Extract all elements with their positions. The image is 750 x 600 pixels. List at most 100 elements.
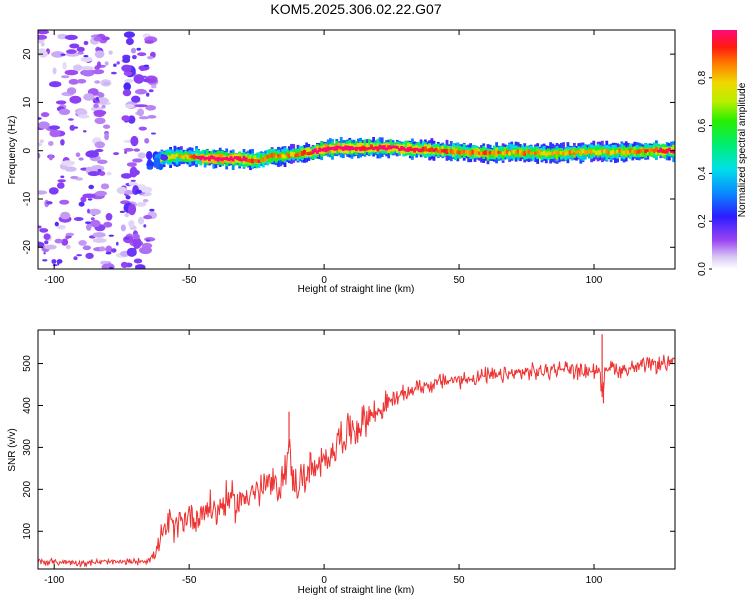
noise-blob [124, 189, 133, 195]
snr-series [38, 334, 675, 568]
ridge-cell [283, 154, 287, 159]
noise-core [116, 241, 119, 246]
y-tick-label: 200 [22, 481, 33, 498]
noise-blob [123, 235, 134, 244]
noise-core [73, 256, 78, 261]
ridge-cell [495, 150, 498, 156]
ridge-cell [540, 152, 544, 156]
ridge-cell [197, 156, 200, 159]
ridge-cell [488, 151, 492, 155]
snr-x-label: Height of straight line (km) [298, 585, 415, 596]
ridge-cell [614, 151, 617, 155]
x-tick-label: -100 [44, 275, 64, 286]
noise-blob [52, 67, 57, 75]
noise-column-blob [133, 74, 145, 84]
noise-blob [144, 138, 150, 144]
noise-blob [151, 84, 157, 89]
noise-blob [137, 152, 146, 159]
ridge-cell [214, 157, 218, 161]
noise-column-blob [127, 115, 136, 124]
noise-blob [73, 217, 84, 221]
ridge-cell [238, 156, 242, 162]
spectrogram-frame [37, 29, 676, 270]
spectrogram-noise [38, 30, 159, 269]
ridge-cell [249, 158, 252, 163]
noise-blob [101, 263, 115, 269]
ridge-cell [307, 152, 311, 156]
ridge-cell [264, 157, 267, 162]
ridge-cell [184, 154, 188, 158]
colorbar-gradient [712, 30, 737, 269]
ridge-cell [365, 147, 369, 151]
noise-core [140, 68, 145, 71]
noise-blob [139, 186, 153, 193]
ridge-cell [231, 157, 235, 162]
ridge-cell [205, 156, 209, 160]
noise-blob [94, 117, 106, 125]
ridge-cell [661, 149, 665, 154]
ridge-cell [512, 150, 516, 154]
ridge-cell [627, 150, 630, 155]
ridge-cell [290, 151, 293, 157]
noise-core [87, 208, 90, 214]
ridge-cell [616, 149, 619, 154]
ridge-cell [652, 148, 656, 153]
ridge-cell [294, 154, 298, 158]
noise-blob [57, 182, 65, 189]
noise-core [119, 210, 125, 213]
ridge-cell [436, 149, 440, 153]
ridge-cell [372, 146, 375, 151]
ridge-cell [663, 149, 667, 154]
noise-core [124, 150, 127, 154]
ridge-cell [402, 146, 406, 151]
ridge-cell [555, 151, 559, 155]
ridge-cell [668, 147, 671, 152]
ridge-cell [471, 149, 475, 155]
ridge-cell [432, 148, 436, 153]
ridge-cell [542, 150, 546, 156]
noise-blob [99, 246, 106, 252]
noise-blob [54, 238, 63, 244]
ridge-cell [348, 146, 352, 151]
ridge-cell [307, 147, 311, 157]
ridge-cell [633, 149, 637, 154]
ridge-cell [266, 155, 270, 159]
ridge-cell [510, 150, 514, 156]
noise-blob [93, 36, 101, 42]
noise-column-blob [127, 203, 137, 216]
ridge-cell [557, 150, 561, 154]
noise-blob [133, 258, 143, 264]
noise-blob [124, 213, 130, 218]
noise-blob [94, 148, 104, 153]
y-tick-label: -20 [22, 240, 33, 255]
noise-blob [38, 48, 46, 52]
ridge-cell [210, 155, 213, 160]
noise-core [113, 152, 120, 156]
snr-background [38, 330, 675, 569]
ridge-cell [588, 149, 591, 154]
ridge-cell [529, 151, 533, 155]
ridge-cell [244, 157, 248, 162]
ridge-cell [516, 149, 520, 154]
y-tick-label: 20 [22, 48, 33, 60]
noise-blob [58, 108, 71, 116]
ridge-onset-blob [146, 151, 153, 160]
noise-column-blob [132, 237, 142, 249]
colorbar-tick-label: 0.2 [697, 214, 708, 228]
ridge-cell [490, 151, 494, 155]
ridge-cell [378, 144, 382, 150]
ridge-cell [177, 154, 181, 158]
noise-blob [106, 171, 112, 176]
x-tick-label: 0 [321, 275, 327, 286]
x-tick-label: 50 [454, 575, 466, 586]
ridge-cell [227, 157, 231, 162]
ridge-cell [294, 149, 298, 159]
ridge-cell [270, 152, 274, 158]
x-tick-label: -100 [44, 575, 64, 586]
noise-core [83, 40, 89, 46]
ridge-cell [257, 159, 261, 163]
ridge-cell [175, 153, 179, 157]
noise-core [148, 89, 154, 93]
noise-blob [93, 109, 107, 116]
noise-core [108, 234, 115, 237]
